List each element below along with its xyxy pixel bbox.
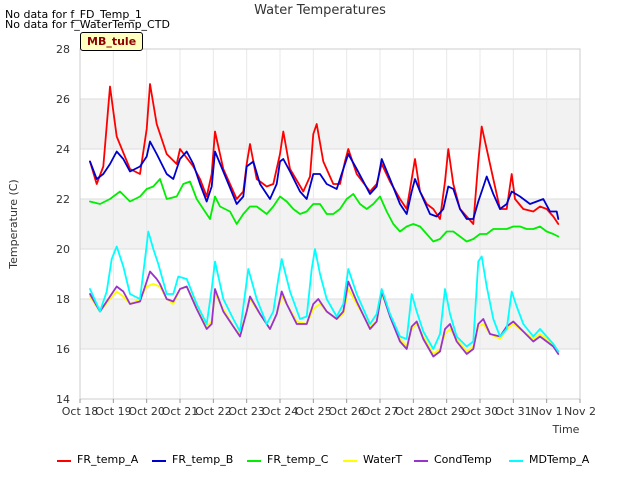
- x-tick-label: Oct 25: [295, 405, 332, 418]
- chart-title: Water Temperatures: [254, 3, 386, 18]
- grid-band: [80, 49, 580, 99]
- x-tick-label: Oct 19: [95, 405, 132, 418]
- site-tag: MB_tule: [80, 32, 144, 51]
- legend: FR_temp_A FR_temp_B FR_temp_C WaterT CondTem…: [0, 452, 640, 470]
- x-tick-label: Oct 24: [262, 405, 299, 418]
- legend-label: FR_temp_C: [267, 453, 329, 466]
- x-tick-label: Oct 28: [395, 405, 432, 418]
- legend-label: FR_temp_B: [172, 453, 234, 466]
- legend-label: WaterT: [363, 453, 403, 466]
- x-tick-label: Oct 26: [328, 405, 365, 418]
- y-tick-label: 16: [56, 343, 70, 356]
- grid-band: [80, 349, 580, 399]
- series-line-mdtemp-a: [89, 230, 560, 353]
- x-tick-label: Oct 27: [362, 405, 399, 418]
- x-tick-label: Oct 23: [228, 405, 265, 418]
- grid-band: [80, 199, 580, 249]
- grid-band: [80, 299, 580, 349]
- plot-frame: [79, 48, 581, 400]
- x-tick-label: Oct 30: [462, 405, 499, 418]
- legend-swatch: [152, 460, 166, 462]
- y-tick-label: 26: [56, 93, 70, 106]
- legend-label: MDTemp_A: [529, 453, 590, 466]
- y-tick-label: 20: [56, 243, 70, 256]
- y-tick-label: 28: [56, 43, 70, 56]
- y-tick-label: 22: [56, 193, 70, 206]
- y-tick-label: 18: [56, 293, 70, 306]
- series-line-fr-temp-b: [89, 140, 560, 220]
- x-tick-label: Oct 18: [62, 405, 99, 418]
- no-data-note-1: No data for f_FD_Temp_1: [5, 8, 142, 21]
- x-tick-label: Oct 31: [495, 405, 532, 418]
- x-axis-label: Time: [552, 423, 580, 436]
- y-axis-label: Temperature (C): [7, 179, 20, 269]
- y-tick-label: 14: [56, 393, 70, 406]
- x-tick-label: Oct 20: [128, 405, 165, 418]
- y-tick-label: 24: [56, 143, 70, 156]
- x-tick-label: Oct 22: [195, 405, 232, 418]
- x-tick-label: Nov 2: [564, 405, 596, 418]
- legend-label: CondTemp: [434, 453, 492, 466]
- series-line-condtemp: [89, 270, 560, 358]
- legend-swatch: [509, 460, 523, 462]
- no-data-note-2: No data for f_WaterTemp_CTD: [5, 18, 170, 31]
- legend-swatch: [343, 460, 357, 462]
- x-tick-label: Oct 21: [162, 405, 199, 418]
- legend-swatch: [247, 460, 261, 462]
- x-tick-label: Oct 29: [428, 405, 465, 418]
- series-line-fr-temp-c: [89, 178, 560, 243]
- legend-swatch: [57, 460, 71, 462]
- grid-band: [80, 149, 580, 199]
- legend-label: FR_temp_A: [77, 453, 139, 466]
- x-tick-label: Nov 1: [531, 405, 563, 418]
- legend-swatch: [414, 460, 428, 462]
- grid-band: [80, 99, 580, 149]
- series-line-fr-temp-a: [89, 83, 560, 225]
